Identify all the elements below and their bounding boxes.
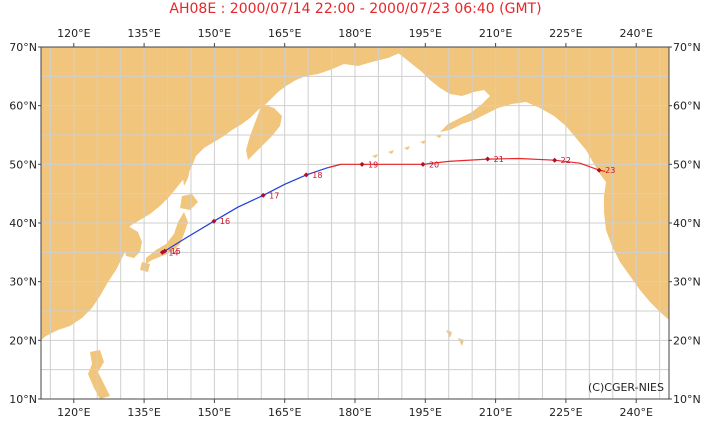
lon-tick-top-label: 225°E [549,27,582,40]
lat-tick-right-label: 60°N [673,100,701,113]
lon-tick-top-label: 165°E [268,27,301,40]
track-marker-label: 21 [494,155,504,164]
land-hawaii [446,330,464,346]
track-segment-west [162,163,342,253]
track-marker-label: 15 [171,247,181,256]
lat-tick-left-label: 40°N [9,217,37,230]
lon-tick-bottom-label: 150°E [198,406,231,419]
lon-tick-bottom-label: 210°E [479,406,512,419]
lon-tick-bottom-label: 225°E [549,406,582,419]
track-marker-point [162,248,168,254]
lat-tick-left-label: 60°N [9,100,37,113]
land-asia-mainland [41,47,410,340]
track-marker-label: 19 [368,160,378,169]
track-marker-point [260,192,266,198]
lat-tick-right-label: 30°N [673,276,701,289]
lat-tick-left-label: 30°N [9,276,37,289]
lat-tick-left-label: 50°N [9,158,37,171]
lat-tick-right-label: 50°N [673,158,701,171]
land-honshu [146,212,188,264]
lon-tick-top-label: 180°E [338,27,371,40]
lon-tick-top-label: 210°E [479,27,512,40]
land-taiwan [82,300,90,312]
land-korean-peninsula [124,226,142,258]
lat-tick-left-label: 70°N [9,41,37,54]
lat-tick-right-label: 10°N [673,393,701,406]
track-marker-label: 16 [220,217,230,226]
lon-tick-top-label: 240°E [619,27,652,40]
lat-ticks-left: 10°N 20°N 30°N 40°N 50°N 60°N 70°N [9,41,41,406]
lon-tick-bottom-label: 120°E [57,406,90,419]
track-marker-point [552,157,558,163]
lon-ticks-bottom: 120°E 135°E 150°E 165°E 180°E 195°E 210°E 225°E… [57,399,653,419]
track-marker-label: 18 [312,171,322,180]
lat-tick-left-label: 10°N [9,393,37,406]
lat-tick-right-label: 40°N [673,217,701,230]
land-aleutian-islands [372,134,442,158]
lon-tick-top-label: 135°E [127,27,160,40]
track-marker-point [303,172,309,178]
credit-label: (C)CGER-NIES [588,381,664,394]
land-kyushu [140,262,150,272]
lon-tick-bottom-label: 180°E [338,406,371,419]
track-marker-label: 20 [429,160,439,169]
lat-tick-right-label: 70°N [673,41,701,54]
track-marker-point [485,156,491,162]
lon-tick-top-label: 120°E [57,27,90,40]
lat-tick-left-label: 20°N [9,334,37,347]
lon-ticks-top: 120°E 135°E 150°E 165°E 180°E 195°E 210°E 225°E… [57,27,653,47]
track-marker-label: 17 [269,191,279,200]
lon-tick-top-label: 195°E [409,27,442,40]
land-philippines [88,350,110,399]
track-marker-point [596,167,602,173]
lon-tick-bottom-label: 195°E [409,406,442,419]
land-masses [41,47,669,399]
track-marker-point [359,161,365,167]
land-sakhalin [182,140,192,186]
track-marker-point [211,218,217,224]
land-north-america [390,47,669,320]
track-marker-label: 23 [605,166,615,175]
graticule [41,46,669,400]
lat-tick-right-label: 20°N [673,334,701,347]
land-hokkaido [180,194,198,210]
lon-tick-top-label: 150°E [198,27,231,40]
track-marker-point [420,161,426,167]
land-kamchatka [246,104,282,160]
track-marker-label: 22 [561,156,571,165]
lon-tick-bottom-label: 135°E [127,406,160,419]
track-marker-label: 14 [168,248,178,257]
lat-ticks-right: 10°N 20°N 30°N 40°N 50°N 60°N 70°N [669,41,701,406]
lon-tick-bottom-label: 165°E [268,406,301,419]
page-title: AH08E : 2000/07/14 22:00 - 2000/07/23 06… [169,1,542,17]
lon-tick-bottom-label: 240°E [619,406,652,419]
